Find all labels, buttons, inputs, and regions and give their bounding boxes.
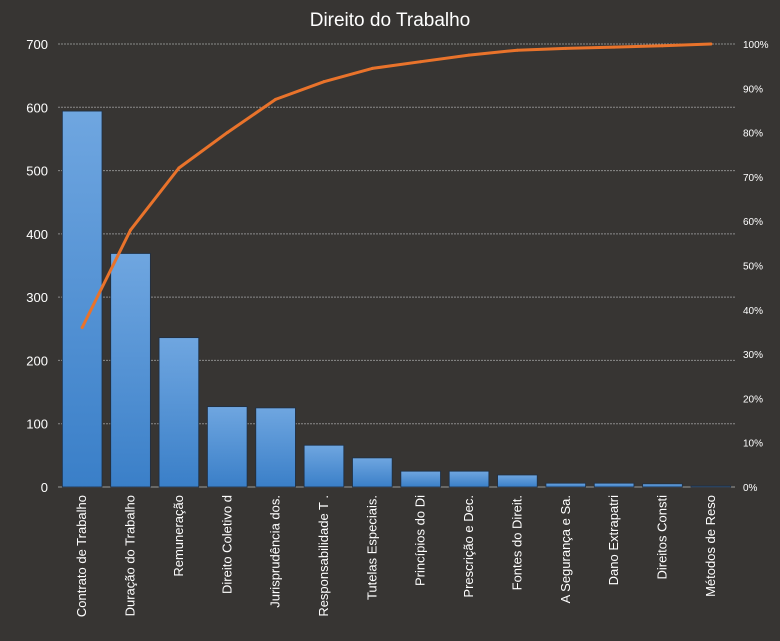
x-tick-label: Direito Coletivo d	[219, 495, 234, 594]
x-tick-label: A Segurança e Sa.	[558, 495, 573, 603]
x-tick-label: Dano Extrapatri	[606, 495, 621, 585]
bar	[158, 337, 200, 488]
bar	[207, 406, 248, 488]
y2-tick-label: 10%	[743, 439, 763, 450]
y2-tick-label: 100%	[743, 40, 769, 51]
line-point	[274, 97, 278, 101]
y-tick-label: 400	[26, 227, 48, 242]
bar	[352, 457, 393, 488]
y-tick-label: 200	[26, 353, 48, 368]
y-tick-label: 100	[26, 417, 48, 432]
line-point	[515, 48, 519, 52]
line-point	[80, 326, 84, 330]
x-tick-label: Fontes do Direit.	[509, 495, 524, 590]
line-point	[177, 166, 181, 170]
y2-tick-label: 80%	[743, 129, 763, 140]
line-point	[419, 60, 423, 64]
bar	[497, 474, 538, 488]
y2-axis: 0% 10% 20% 30% 40% 50% 60% 70% 80% 90% 100%	[743, 40, 769, 494]
bar	[593, 482, 635, 488]
bar	[448, 470, 490, 488]
x-tick-label: Jurisprudência dos.	[268, 495, 283, 608]
y-tick-label: 500	[26, 164, 48, 179]
line-point	[564, 46, 568, 50]
y2-tick-label: 70%	[743, 173, 763, 184]
y2-tick-label: 50%	[743, 262, 763, 273]
x-tick-label: Direitos Consti	[654, 495, 669, 580]
x-tick-label: Contrato de Trabalho	[74, 495, 89, 617]
line-point	[322, 80, 326, 84]
cumulative-line-series	[80, 42, 713, 330]
x-tick-label: Remuneração	[171, 495, 186, 577]
y2-tick-label: 20%	[743, 394, 763, 405]
x-tick-label: Princípios do Di	[413, 495, 428, 586]
x-axis: Contrato de Trabalho Duração do Trabalho R…	[74, 495, 718, 617]
y2-tick-label: 30%	[743, 350, 763, 361]
x-tick-label: Responsabilidade T .	[316, 495, 331, 617]
line-point	[225, 131, 229, 135]
cumulative-line	[80, 42, 713, 329]
bar	[400, 470, 441, 488]
line-point	[709, 42, 713, 46]
y2-tick-label: 0%	[743, 483, 758, 494]
bar	[110, 253, 151, 488]
y-tick-label: 300	[26, 290, 48, 305]
y-tick-label: 700	[26, 37, 48, 52]
x-tick-label: Tutelas Especiais.	[364, 495, 379, 600]
bar	[690, 485, 732, 488]
y-axis: 0 100 200 300 400 500 600 700	[26, 37, 48, 495]
chart-title: Direito do Trabalho	[310, 10, 471, 31]
x-tick-label: Duração do Trabalho	[123, 495, 138, 616]
y2-tick-label: 40%	[743, 306, 763, 317]
line-point	[370, 66, 374, 70]
x-tick-label: Métodos de Reso	[703, 495, 718, 597]
y2-tick-label: 60%	[743, 217, 763, 228]
bar	[303, 444, 345, 488]
bar	[255, 407, 296, 488]
bar-series	[61, 110, 732, 488]
x-tick-label: Prescrição e Dec.	[461, 495, 476, 598]
line-point	[612, 45, 616, 49]
line-point	[660, 44, 664, 48]
y-tick-label: 0	[41, 480, 48, 495]
bar	[545, 482, 586, 488]
y-tick-label: 600	[26, 100, 48, 115]
bar	[642, 483, 683, 488]
y2-tick-label: 90%	[743, 84, 763, 95]
line-point	[467, 53, 471, 57]
line-point	[129, 228, 133, 232]
